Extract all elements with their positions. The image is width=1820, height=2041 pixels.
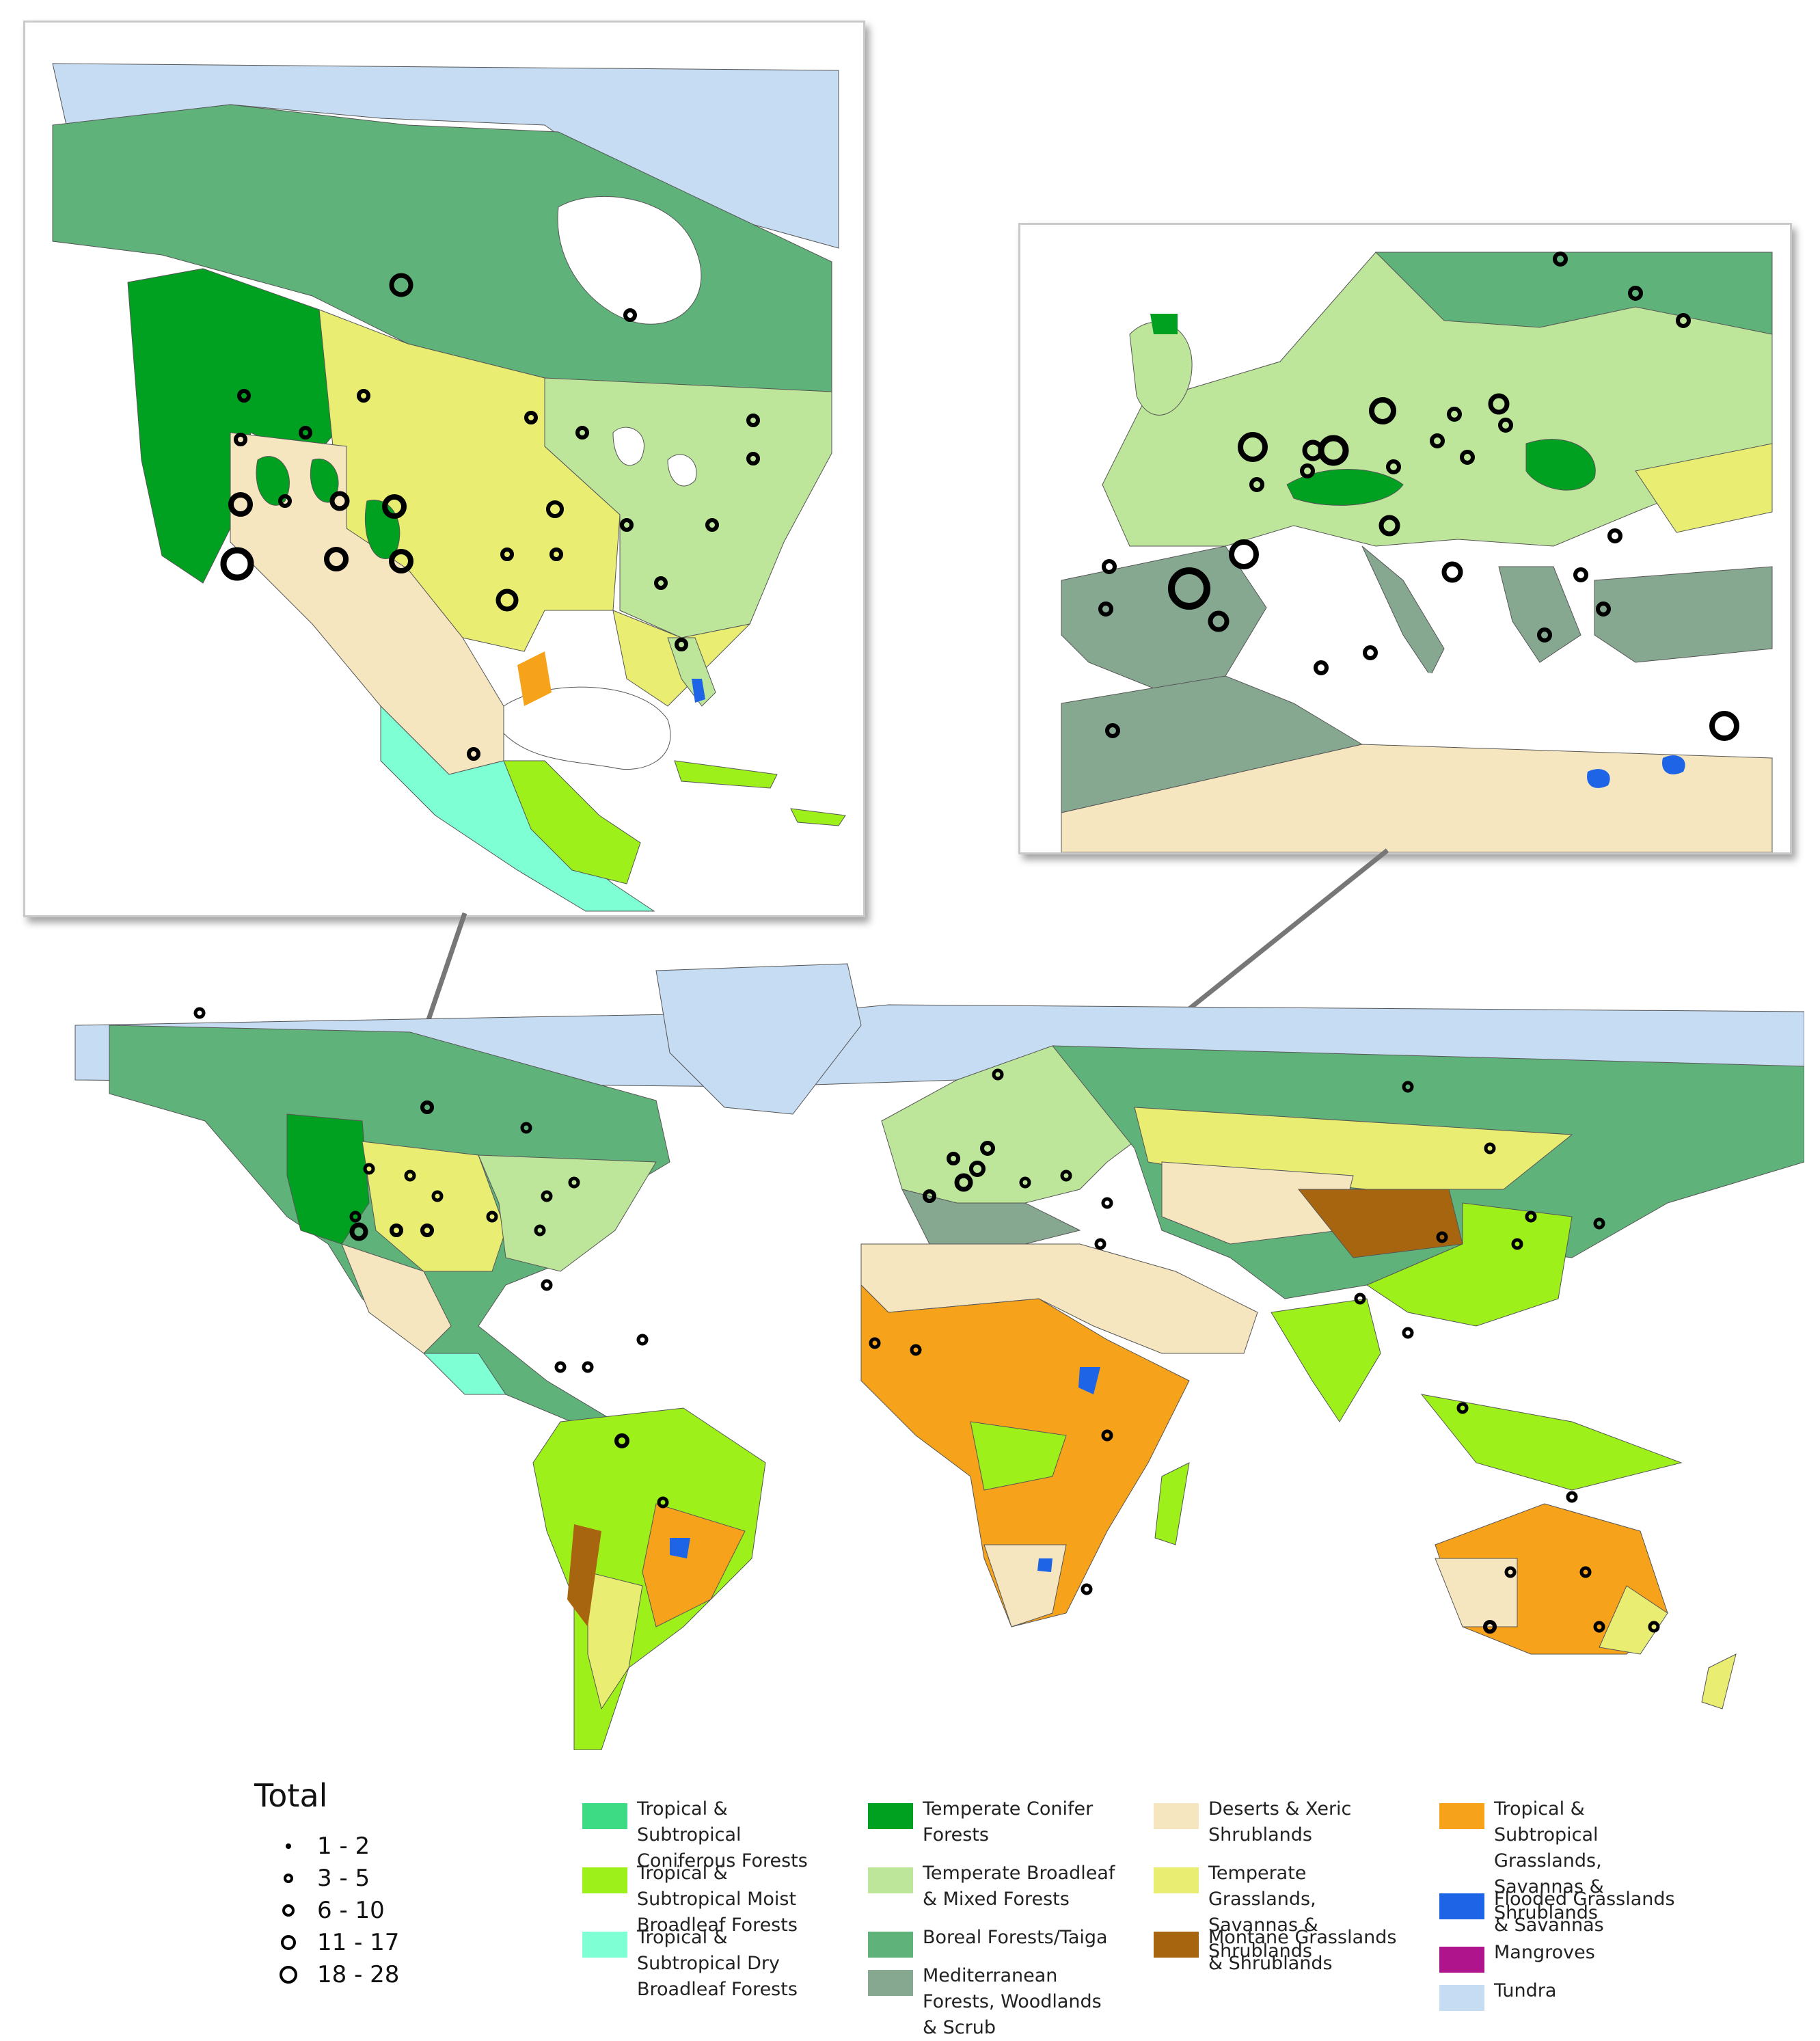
legend-size-class-5: 18 - 28 <box>273 1959 399 1990</box>
legend-biome-tropical-dry-broadleaf: Tropical & Subtropical Dry Broadleaf For… <box>582 1925 835 2003</box>
europe-site-markers <box>1098 252 1739 741</box>
biome-label: Temperate Conifer Forests <box>923 1798 1094 1846</box>
size-marker-icon <box>273 1900 303 1921</box>
biome-swatch <box>868 1867 913 1893</box>
legend-size-class-4: 11 - 17 <box>273 1927 399 1958</box>
biome-label: Tropical & Subtropical Grasslands, Savan… <box>1494 1798 1604 1923</box>
biome-swatch <box>1154 1867 1199 1893</box>
size-marker-icon <box>273 1963 303 1986</box>
biome-label: Tropical & Subtropical Moist Broadleaf F… <box>637 1863 798 1936</box>
europe-inset-svg <box>1020 225 1790 852</box>
size-class-label: 1 - 2 <box>317 1833 370 1860</box>
legend-biome-mangroves: Mangroves <box>1439 1940 1692 1973</box>
biome-label: Boreal Forests/Taiga <box>923 1927 1108 1948</box>
biome-swatch <box>1439 1947 1484 1973</box>
biome-label: Temperate Grasslands, Savannas & Shrubla… <box>1208 1863 1318 1962</box>
biome-swatch <box>868 1970 913 1996</box>
biome-label: Mediterranean Forests, Woodlands & Scrub <box>923 1965 1102 2038</box>
north-america-inset-map <box>23 21 865 917</box>
size-marker-icon <box>273 1932 303 1953</box>
biome-swatch <box>1439 1893 1484 1919</box>
europe-inset-map <box>1018 223 1792 854</box>
legend-size-class-3: 6 - 10 <box>273 1895 385 1926</box>
legend-size-class-2: 3 - 5 <box>273 1863 370 1894</box>
biome-label: Deserts & Xeric Shrublands <box>1208 1798 1352 1846</box>
biome-swatch <box>582 1932 627 1958</box>
size-marker-icon <box>273 1868 303 1889</box>
biome-swatch <box>1154 1932 1199 1958</box>
biome-label: Temperate Broadleaf & Mixed Forests <box>923 1863 1115 1910</box>
biome-label: Tropical & Subtropical Dry Broadleaf For… <box>637 1927 798 2000</box>
size-marker-icon <box>273 1836 303 1856</box>
legend-biome-montane: Montane Grasslands & Shrublands <box>1154 1925 1407 1977</box>
legend-biome-tropical-moist-broadleaf: Tropical & Subtropical Moist Broadleaf F… <box>582 1861 835 1938</box>
size-class-label: 6 - 10 <box>317 1897 385 1924</box>
biome-label: Mangroves <box>1494 1942 1595 1963</box>
biome-swatch <box>1154 1803 1199 1829</box>
biome-label: Tundra <box>1494 1980 1557 2001</box>
legend-biome-deserts: Deserts & Xeric Shrublands <box>1154 1796 1407 1848</box>
biome-swatch <box>868 1803 913 1829</box>
legend-biome-temperate-conifer: Temperate Conifer Forests <box>868 1796 1121 1848</box>
legend-biome-boreal: Boreal Forests/Taiga <box>868 1925 1121 1958</box>
legend-biome-temperate-broadleaf: Temperate Broadleaf & Mixed Forests <box>868 1861 1121 1912</box>
size-class-label: 11 - 17 <box>317 1929 400 1956</box>
legend-biome-flooded-grasslands: Flooded Grasslands & Savannas <box>1439 1887 1692 1938</box>
biome-label: Flooded Grasslands & Savannas <box>1494 1889 1675 1936</box>
biome-swatch <box>582 1867 627 1893</box>
legend-biome-tropical-coniferous: Tropical & Subtropical Coniferous Forest… <box>582 1796 835 1874</box>
legend-title: Total <box>254 1777 328 1814</box>
legend-biome-tundra: Tundra <box>1439 1978 1692 2011</box>
world-map <box>74 963 1804 1750</box>
biome-label: Tropical & Subtropical Coniferous Forest… <box>637 1798 808 1871</box>
north-america-site-markers <box>220 273 760 761</box>
legend-size-class-1: 1 - 2 <box>273 1830 370 1862</box>
size-class-label: 3 - 5 <box>317 1865 370 1892</box>
biome-swatch <box>1439 1985 1484 2011</box>
north-america-inset-svg <box>25 23 863 915</box>
biome-swatch <box>582 1803 627 1829</box>
legend-biome-tropical-grasslands: Tropical & Subtropical Grasslands, Savan… <box>1439 1796 1692 1926</box>
world-site-markers <box>193 1007 1660 1634</box>
biome-label: Montane Grasslands & Shrublands <box>1208 1927 1397 1974</box>
legend-biome-mediterranean: Mediterranean Forests, Woodlands & Scrub <box>868 1963 1121 2041</box>
legend-biome-temperate-grasslands: Temperate Grasslands, Savannas & Shrubla… <box>1154 1861 1407 1964</box>
size-class-label: 18 - 28 <box>317 1961 400 1988</box>
biome-swatch <box>1439 1803 1484 1829</box>
biome-swatch <box>868 1932 913 1958</box>
